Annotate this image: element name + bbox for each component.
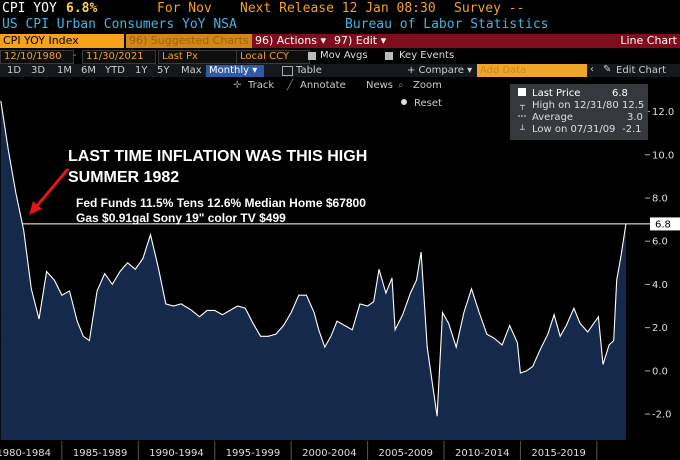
annotation-headline-2: SUMMER 1982 xyxy=(68,169,179,186)
x-tick-label: 2010-2014 xyxy=(455,448,510,459)
for-period: For Nov xyxy=(157,1,212,16)
period-bar: 1D 3D 1M 6M YTD 1Y 5Y Max Monthly ▾ Tabl… xyxy=(0,64,680,77)
last-value-marker: 6.8 xyxy=(650,217,680,231)
y-tick-label: -2.0 xyxy=(652,410,672,421)
legend-low-label: Low on 07/31/09 xyxy=(532,124,615,135)
survey: Survey -- xyxy=(454,1,525,16)
current-value: 6.8% xyxy=(66,1,98,16)
x-tick-label: 1980-1984 xyxy=(0,448,51,459)
range-dash: - xyxy=(73,50,77,61)
annotation-headline-1: LAST TIME INFLATION WAS THIS HIGH xyxy=(68,148,367,165)
x-tick-label: 2005-2009 xyxy=(379,448,434,459)
legend-average-label: Average xyxy=(532,112,573,123)
x-tick-label: 1995-1999 xyxy=(226,448,281,459)
annotate-icon[interactable]: ╱ xyxy=(286,78,294,91)
index-name-field[interactable]: CPI YOY Index xyxy=(0,34,124,48)
last-price-swatch xyxy=(518,88,526,96)
data-source: Bureau of Labor Statistics xyxy=(345,17,549,32)
annotate-tool[interactable]: Annotate xyxy=(300,80,346,91)
chart-type-label[interactable]: Line Chart xyxy=(390,34,680,48)
period-5y[interactable]: 5Y xyxy=(157,65,170,76)
period-ytd[interactable]: YTD xyxy=(105,65,125,76)
period-1m[interactable]: 1M xyxy=(57,65,72,76)
annotation-detail-1: Fed Funds 11.5% Tens 12.6% Median Home $… xyxy=(76,196,366,210)
legend-high-value: 12.5 xyxy=(622,100,644,111)
x-tick-label: 2000-2004 xyxy=(302,448,357,459)
add-data-input[interactable]: Add Data xyxy=(477,64,587,77)
mov-avgs-label: Mov Avgs xyxy=(320,50,368,61)
security-header: CPI YOY 6.8% For Nov Next Release 12 Jan… xyxy=(0,0,680,17)
chart-toolbar: CPI YOY Index 96) Suggested Charts 96) A… xyxy=(0,33,680,50)
actions-menu[interactable]: 96) Actions ▾ xyxy=(252,34,334,48)
table-button[interactable]: Table xyxy=(296,65,322,76)
next-release: Next Release 12 Jan 08:30 xyxy=(240,1,436,16)
legend-last-price-value: 6.8 xyxy=(612,88,628,99)
end-date-input[interactable]: 11/30/2021 xyxy=(82,50,156,64)
period-6m[interactable]: 6M xyxy=(81,65,96,76)
y-tick-label: 8.0 xyxy=(652,194,668,205)
annotation-detail-2: Gas $0.91gal Sony 19" color TV $499 xyxy=(76,211,286,225)
legend-low-value: -2.1 xyxy=(622,124,642,135)
track-icon[interactable]: ✛ xyxy=(233,80,242,91)
edit-menu[interactable]: 97) Edit ▾ xyxy=(331,34,393,48)
high-marker-icon: ┬ xyxy=(519,101,525,111)
legend: Last Price 6.8 ┬ High on 12/31/80 12.5 A… xyxy=(510,84,648,140)
compare-button[interactable]: + Compare ▾ xyxy=(407,65,473,76)
suggested-charts-button[interactable]: 96) Suggested Charts xyxy=(126,34,252,48)
cpi-series-line xyxy=(0,100,627,417)
last-value-label: 6.8 xyxy=(655,219,671,230)
cpi-area xyxy=(0,100,626,441)
y-tick-label: 0.0 xyxy=(652,366,668,377)
legend-last-price-label: Last Price xyxy=(532,88,580,99)
price-field-select[interactable]: Last Px xyxy=(158,50,238,64)
annotation-arrow-shaft xyxy=(34,168,70,208)
table-icon xyxy=(282,66,293,76)
track-tool[interactable]: Track xyxy=(247,80,274,91)
range-bar: 12/10/1980 - 11/30/2021 Last Px Local CC… xyxy=(0,50,680,64)
x-tick-label: 1985-1989 xyxy=(73,448,128,459)
collapse-icon[interactable]: ‹ xyxy=(590,64,594,75)
annotation-arrow-head xyxy=(29,201,42,215)
last-value-box xyxy=(650,217,680,231)
y-tick-label: 2.0 xyxy=(652,323,668,334)
legend-high-label: High on 12/31/80 xyxy=(532,100,619,111)
period-3d[interactable]: 3D xyxy=(31,65,46,76)
y-tick-label: 4.0 xyxy=(652,280,668,291)
reset-tool[interactable]: Reset xyxy=(414,98,442,109)
zoom-icon[interactable]: ⌕ xyxy=(398,80,404,91)
period-max[interactable]: Max xyxy=(181,65,202,76)
period-1y[interactable]: 1Y xyxy=(135,65,148,76)
frequency-select[interactable]: Monthly ▾ xyxy=(206,65,264,77)
x-tick-label: 2015-2019 xyxy=(531,448,586,459)
wrench-icon[interactable]: ✎ xyxy=(603,64,612,75)
legend-background xyxy=(510,84,648,140)
low-marker-icon: ┴ xyxy=(519,124,525,134)
series-name: US CPI Urban Consumers YoY NSA xyxy=(2,17,237,32)
key-events-checkbox[interactable] xyxy=(385,52,393,60)
series-description: US CPI Urban Consumers YoY NSA Bureau of… xyxy=(0,17,680,33)
y-tick-label: 12.0 xyxy=(652,107,674,118)
news-tool[interactable]: News xyxy=(366,80,393,91)
legend-average-value: 3.0 xyxy=(627,112,643,123)
cpi-chart[interactable]: -2.0 0.0 2.0 4.0 6.0 8.0 10.0 12.0 6.8 1980-198… xyxy=(0,77,680,460)
zoom-tool[interactable]: Zoom xyxy=(413,80,442,91)
mov-avgs-checkbox[interactable] xyxy=(308,52,316,60)
start-date-input[interactable]: 12/10/1980 xyxy=(0,50,74,64)
x-axis: 1980-1984 1985-1989 1990-1994 1995-1999 2000… xyxy=(0,441,598,460)
currency-select[interactable]: Local CCY xyxy=(236,50,310,64)
reset-icon[interactable] xyxy=(401,99,407,105)
ticker: CPI YOY xyxy=(2,1,57,16)
y-tick-label: 10.0 xyxy=(652,150,674,161)
x-tick-label: 1990-1994 xyxy=(149,448,204,459)
period-1d[interactable]: 1D xyxy=(7,65,22,76)
edit-chart-button[interactable]: Edit Chart xyxy=(616,65,667,76)
y-tick-label: 6.0 xyxy=(652,237,668,248)
key-events-label: Key Events xyxy=(399,50,455,61)
